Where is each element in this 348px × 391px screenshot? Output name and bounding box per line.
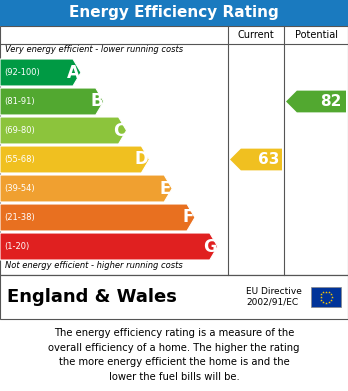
Polygon shape [0, 175, 172, 202]
Text: Very energy efficient - lower running costs: Very energy efficient - lower running co… [5, 45, 183, 54]
Text: (55-68): (55-68) [4, 155, 35, 164]
Polygon shape [0, 59, 81, 86]
Text: (81-91): (81-91) [4, 97, 34, 106]
Text: (92-100): (92-100) [4, 68, 40, 77]
Polygon shape [286, 91, 346, 112]
Text: F: F [183, 208, 194, 226]
Text: (21-38): (21-38) [4, 213, 35, 222]
Text: 82: 82 [320, 94, 342, 109]
Polygon shape [0, 146, 149, 173]
Text: B: B [90, 93, 103, 111]
Text: England & Wales: England & Wales [7, 288, 177, 306]
Text: EU Directive: EU Directive [246, 287, 302, 296]
Bar [0, 275, 348, 319]
Text: Not energy efficient - higher running costs: Not energy efficient - higher running co… [5, 261, 183, 270]
Bar [311, 287, 341, 307]
Text: Energy Efficiency Rating: Energy Efficiency Rating [69, 5, 279, 20]
Text: D: D [135, 151, 148, 169]
Polygon shape [230, 149, 282, 170]
Text: 63: 63 [258, 152, 280, 167]
Text: (39-54): (39-54) [4, 184, 34, 193]
Text: E: E [160, 179, 171, 197]
Text: Potential: Potential [294, 30, 338, 40]
Text: C: C [113, 122, 126, 140]
Polygon shape [0, 233, 218, 260]
Text: A: A [67, 63, 80, 81]
Polygon shape [0, 88, 104, 115]
Bar [0, 26, 348, 275]
Polygon shape [0, 204, 195, 231]
Bar [0, 0, 348, 26]
Text: The energy efficiency rating is a measure of the
overall efficiency of a home. T: The energy efficiency rating is a measur… [48, 328, 300, 382]
Polygon shape [0, 117, 127, 144]
Text: (69-80): (69-80) [4, 126, 35, 135]
Text: Current: Current [238, 30, 274, 40]
Text: G: G [203, 237, 217, 255]
Text: (1-20): (1-20) [4, 242, 29, 251]
Text: 2002/91/EC: 2002/91/EC [246, 298, 298, 307]
